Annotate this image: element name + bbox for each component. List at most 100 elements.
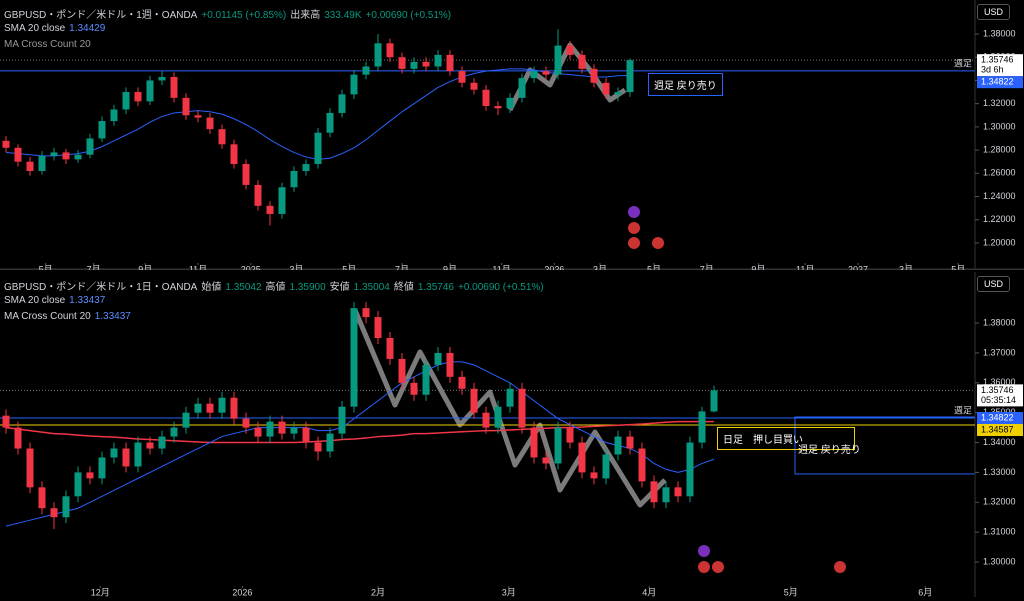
currency-button[interactable]: USD — [976, 4, 1010, 20]
candle-body — [554, 45, 562, 75]
candle-body — [98, 121, 106, 139]
candle-body — [302, 427, 310, 443]
candle-body — [614, 436, 622, 455]
candle-body — [398, 358, 406, 383]
indicator: SMA 20 close 1.34429 — [4, 23, 109, 34]
volume: 333.49K — [324, 10, 362, 21]
x-tick-label: 2027 — [848, 264, 868, 270]
currency-button[interactable]: USD — [976, 276, 1010, 292]
candle-body — [602, 82, 610, 95]
candle-body — [86, 472, 94, 479]
candle-body — [266, 421, 274, 437]
event-icon — [652, 237, 664, 249]
price-tag-label: 1.34587 — [981, 424, 1014, 434]
ohlc-label: 高値 — [265, 282, 286, 293]
candle-body — [38, 487, 46, 509]
candle-body — [134, 442, 142, 467]
candle-body — [326, 112, 334, 133]
candle-body — [458, 376, 466, 389]
ohlc-value: 1.35004 — [353, 282, 390, 293]
countdown: 05:35:14 — [981, 395, 1016, 405]
candle-body — [206, 117, 214, 130]
volume-label: 出来高 — [290, 10, 321, 21]
candle-body — [14, 427, 22, 449]
x-tick-label: 9月 — [138, 264, 152, 270]
x-tick-label: 5月 — [951, 264, 965, 270]
candle-body — [38, 155, 46, 171]
candle-body — [254, 427, 262, 437]
candle-body — [50, 508, 58, 518]
candle-body — [374, 317, 382, 339]
x-tick-label: 3月 — [899, 264, 913, 270]
candle-body — [278, 187, 286, 214]
x-tick-label: 5月 — [39, 264, 53, 270]
candle-body — [122, 92, 130, 110]
candle-body — [158, 76, 166, 81]
candle-body — [182, 97, 190, 116]
price-tag — [977, 384, 1023, 407]
candle-body — [194, 115, 202, 118]
candle-body — [434, 54, 442, 67]
weekly-chart: 1.20000 1.22000 1.24000 1.26000 1.28000 1.300… — [0, 0, 1024, 270]
candle-body — [590, 68, 598, 83]
candle-body — [50, 152, 58, 156]
candle-body — [410, 382, 418, 395]
candle-body — [122, 448, 130, 467]
candle-body — [278, 421, 286, 434]
candle-body — [542, 71, 550, 75]
y-tick-label: 1.24000 — [983, 191, 1016, 201]
candle-body — [146, 442, 154, 449]
candle-body — [698, 411, 706, 443]
candle-body — [266, 205, 274, 214]
candle-body — [386, 43, 394, 58]
x-tick-label: 3月 — [593, 264, 607, 270]
candle-body — [542, 457, 550, 464]
y-tick-label: 1.30000 — [983, 121, 1016, 131]
header: GBPUSD・ポンド／米ドル・1週・OANDA +0.01145 (+0.85%)… — [4, 6, 455, 21]
ohlc-label: 安値 — [329, 282, 350, 293]
x-tick-label: 11月 — [796, 264, 814, 270]
hand-drawn-line — [352, 309, 667, 508]
candle-body — [494, 406, 502, 428]
candle-body — [110, 448, 118, 458]
symbol-title: GBPUSD・ポンド／米ドル・1週・OANDA — [4, 10, 198, 21]
y-tick-label: 1.32000 — [983, 98, 1016, 108]
candle-body — [374, 43, 382, 67]
y-tick-label: 1.34000 — [983, 437, 1016, 447]
candle-body — [626, 60, 634, 93]
x-tick-label: 5月 — [647, 264, 661, 270]
candle-body — [218, 129, 226, 145]
x-tick-label: 2025 — [241, 264, 261, 270]
change: +0.00690 (+0.51%) — [365, 10, 452, 21]
event-icon — [628, 206, 640, 218]
x-tick-label: 9月 — [751, 264, 765, 270]
x-tick-label: 11月 — [189, 264, 207, 270]
event-icon — [628, 222, 640, 234]
ohlc-label: 終値 — [393, 282, 414, 293]
candle-body — [614, 92, 622, 95]
ma-line — [5, 420, 714, 444]
sma-line — [5, 361, 715, 527]
indicator-value: 1.33437 — [94, 311, 131, 322]
candle-body — [26, 161, 34, 171]
candle-body — [74, 154, 82, 160]
weekly-pane: 1.20000 1.22000 1.24000 1.26000 1.28000 1.300… — [0, 0, 1024, 270]
symbol-title: GBPUSD・ポンド／米ドル・1日・OANDA — [4, 282, 198, 293]
horizontal-line-label: 週足 — [954, 58, 972, 68]
indicator: SMA 20 close 1.33437 — [4, 295, 109, 306]
candle-body — [494, 105, 502, 109]
candle-body — [2, 415, 10, 428]
indicator-name: SMA 20 close — [4, 295, 66, 306]
candle-body — [638, 448, 646, 482]
y-tick-label: 1.22000 — [983, 214, 1016, 224]
header: GBPUSD・ポンド／米ドル・1日・OANDA 始値 1.35042 高値 1.3590… — [4, 278, 548, 293]
candle-body — [506, 97, 514, 109]
indicator-value: 1.34429 — [69, 23, 106, 34]
price-tag-label: 1.35746 — [981, 385, 1014, 395]
horizontal-line-label: 週足 — [954, 405, 972, 415]
indicator: MA Cross Count 20 — [4, 39, 95, 50]
x-tick-label: 7月 — [395, 264, 409, 270]
y-tick-label: 1.36000 — [983, 377, 1016, 387]
candle-body — [578, 442, 586, 473]
